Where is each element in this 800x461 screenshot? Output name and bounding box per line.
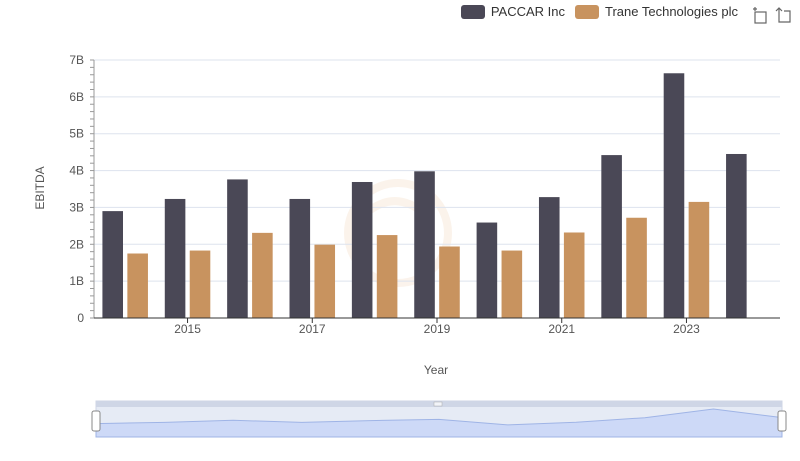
legend: PACCAR Inc Trane Technologies plc (460, 4, 738, 19)
y-tick-label: 7B (69, 53, 84, 67)
zoom-reset-icon[interactable] (774, 6, 792, 24)
bar-trane-2016 (252, 232, 273, 318)
y-tick-label: 6B (69, 90, 84, 104)
y-tick-label: 2B (69, 237, 84, 251)
navigator-grip-icon (433, 401, 443, 407)
zoom-select-icon[interactable] (750, 6, 768, 24)
legend-label-trane: Trane Technologies plc (605, 4, 738, 19)
navigator-right-handle[interactable] (777, 410, 787, 432)
bar-paccar-2020 (476, 222, 498, 318)
bar-trane-2017 (314, 244, 336, 318)
y-tick-label: 4B (69, 164, 84, 178)
x-tick-label: 2019 (424, 322, 451, 336)
bar-paccar-2019 (414, 171, 435, 318)
bar-paccar-2015 (164, 198, 186, 318)
legend-item-paccar[interactable]: PACCAR Inc (460, 4, 566, 19)
x-tick-label: 2015 (174, 322, 201, 336)
bar-trane-2014 (127, 253, 148, 318)
bar-trane-2018 (376, 235, 398, 318)
bar-paccar-2018 (351, 181, 373, 318)
navigator-series (95, 408, 783, 438)
legend-item-trane[interactable]: Trane Technologies plc (575, 4, 738, 19)
bar-trane-2019 (439, 246, 460, 318)
y-tick-label: 1B (69, 274, 84, 288)
x-tick-label: 2017 (299, 322, 326, 336)
bar-paccar-2021 (538, 197, 560, 318)
y-tick-label: 3B (69, 200, 84, 214)
x-axis-label: Year (424, 363, 448, 377)
bar-paccar-2024 (726, 153, 747, 318)
legend-label-paccar: PACCAR Inc (490, 4, 566, 19)
bar-trane-2021 (563, 232, 585, 318)
navigator-left-handle[interactable] (91, 410, 101, 432)
x-tick-label: 2023 (673, 322, 700, 336)
x-tick-label: 2021 (548, 322, 575, 336)
bar-paccar-2014 (102, 211, 123, 318)
chart-toolbar (750, 6, 792, 24)
bar-trane-2022 (626, 217, 647, 318)
y-axis-label: EBITDA (33, 166, 47, 209)
bar-trane-2020 (501, 250, 523, 318)
bar-paccar-2016 (227, 179, 248, 318)
bar-paccar-2023 (663, 73, 685, 318)
legend-swatch-paccar (460, 4, 485, 19)
y-tick-label: 5B (69, 127, 84, 141)
bar-trane-2023 (688, 201, 710, 318)
bar-trane-2015 (189, 250, 211, 318)
bar-paccar-2017 (289, 198, 311, 318)
y-tick-label: 0 (77, 311, 84, 325)
legend-swatch-trane (575, 4, 600, 19)
bar-paccar-2022 (601, 155, 622, 318)
